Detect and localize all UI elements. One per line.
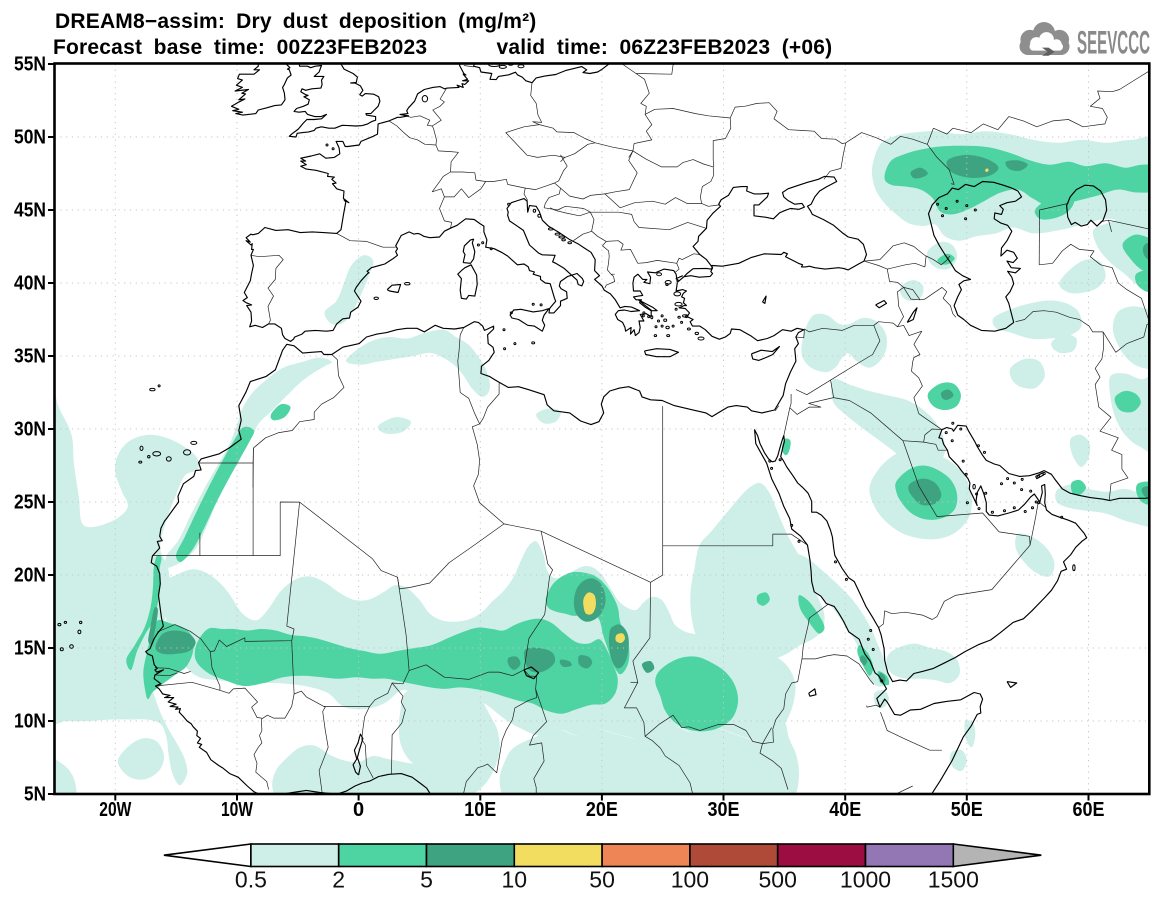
svg-text:20W: 20W [99,799,131,821]
svg-text:25N: 25N [14,492,46,514]
svg-text:DREAM8−assim: Dry dust deposit: DREAM8−assim: Dry dust deposition (mg/m²… [55,10,537,33]
svg-text:20E: 20E [586,799,618,821]
svg-text:35N: 35N [14,346,46,368]
svg-text:30E: 30E [708,799,740,821]
svg-text:2: 2 [332,867,345,893]
svg-text:50E: 50E [951,799,983,821]
svg-text:5: 5 [420,867,433,893]
svg-text:1000: 1000 [840,867,891,893]
svg-text:10: 10 [502,867,528,893]
svg-text:1500: 1500 [928,867,979,893]
svg-text:500: 500 [759,867,797,893]
svg-text:30N: 30N [14,419,46,441]
svg-text:45N: 45N [14,200,46,222]
svg-text:15N: 15N [14,638,46,660]
svg-text:55N: 55N [14,54,46,76]
svg-text:Forecast base time: 00Z23FEB20: Forecast base time: 00Z23FEB2023 valid t… [53,36,832,59]
svg-text:0: 0 [353,799,364,821]
svg-text:10W: 10W [221,799,253,821]
svg-text:40E: 40E [829,799,861,821]
svg-text:10N: 10N [14,711,46,733]
svg-text:10E: 10E [464,799,496,821]
svg-text:50N: 50N [14,127,46,149]
svg-text:SEEVCCC: SEEVCCC [1077,25,1150,61]
svg-text:60E: 60E [1073,799,1105,821]
svg-text:100: 100 [671,867,709,893]
svg-text:0.5: 0.5 [235,867,267,893]
svg-text:50: 50 [589,867,615,893]
svg-text:40N: 40N [14,273,46,295]
svg-text:20N: 20N [14,565,46,587]
svg-text:5N: 5N [24,784,46,806]
